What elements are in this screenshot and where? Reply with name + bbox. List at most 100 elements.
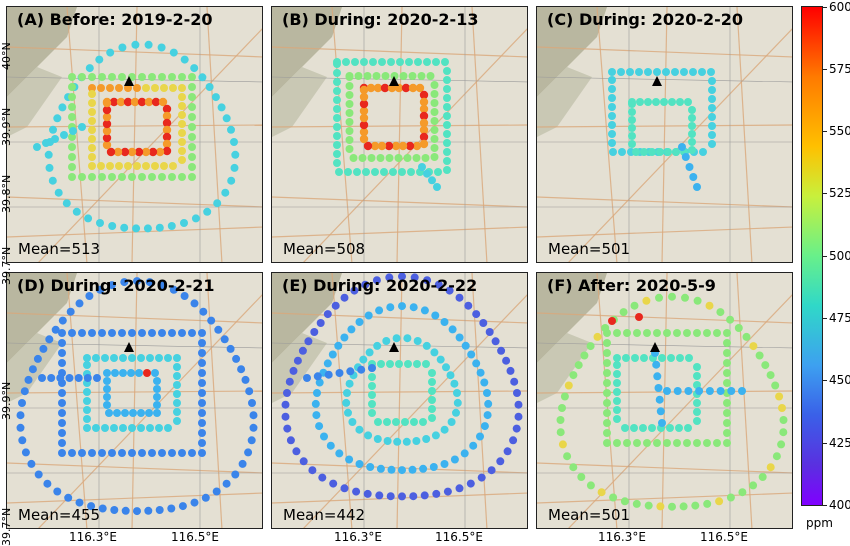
mountain-area	[537, 333, 592, 403]
track-point	[98, 504, 107, 513]
track-point	[663, 329, 671, 337]
lat-label-397n-top: 39.7°N	[0, 246, 13, 285]
track-point	[207, 316, 216, 325]
track-point	[354, 72, 363, 80]
track-point	[436, 355, 445, 364]
track-point	[247, 436, 256, 445]
track-point	[162, 139, 172, 149]
track-point	[103, 401, 111, 409]
track-point	[88, 153, 96, 161]
road	[206, 273, 223, 528]
road	[7, 46, 262, 58]
track-point	[726, 493, 735, 502]
track-point	[345, 136, 354, 144]
track-point	[723, 419, 731, 427]
track-point	[28, 365, 37, 374]
track-point	[137, 97, 147, 107]
colorbar-tick: 600	[823, 0, 850, 14]
track-point	[419, 132, 429, 142]
track-point	[430, 144, 439, 152]
track-point	[419, 118, 429, 128]
track-point	[155, 354, 163, 362]
track-point	[111, 369, 119, 377]
track-point	[131, 40, 140, 49]
panel-title: (E) During: 2020-2-22	[282, 276, 478, 295]
track-point	[419, 111, 429, 121]
track-point	[118, 449, 126, 457]
road	[537, 492, 792, 504]
track-point	[118, 43, 127, 52]
track-point	[173, 417, 181, 425]
track-point	[453, 398, 462, 407]
track-point	[60, 131, 68, 139]
track-point	[419, 97, 429, 107]
track-point	[83, 406, 91, 414]
track-point	[68, 133, 76, 141]
track-point	[643, 439, 651, 447]
track-point	[656, 407, 665, 416]
track-point	[377, 360, 385, 368]
track-point	[298, 346, 307, 355]
track-point	[652, 360, 661, 369]
panel-title: (F) After: 2020-5-9	[547, 276, 716, 295]
track-point	[349, 154, 358, 162]
track-point	[398, 302, 406, 311]
track-point	[412, 154, 421, 162]
track-point	[146, 354, 154, 362]
track-point	[609, 148, 617, 156]
colorbar-tick: 525	[823, 186, 850, 200]
track-point	[695, 387, 704, 395]
track-point	[723, 359, 731, 367]
track-point	[137, 424, 145, 432]
track-point	[466, 479, 475, 488]
track-point	[502, 356, 511, 365]
track-point	[48, 176, 57, 185]
track-point	[231, 150, 240, 159]
track-point	[699, 148, 707, 156]
track-point	[345, 100, 354, 108]
track-point	[413, 337, 422, 345]
track-point	[693, 183, 701, 191]
track-point	[652, 98, 660, 106]
track-point	[644, 501, 653, 510]
triangle-marker	[124, 76, 134, 86]
track-point	[569, 463, 578, 472]
track-point	[333, 69, 341, 77]
track-point	[713, 439, 721, 447]
track-point	[103, 385, 111, 393]
track-point	[680, 68, 688, 76]
track-point	[432, 489, 441, 498]
track-point	[628, 124, 636, 132]
track-point	[688, 130, 696, 138]
track-point	[160, 84, 168, 92]
track-point	[655, 395, 664, 404]
map-canvas-a	[7, 7, 262, 262]
track-point	[698, 68, 706, 76]
track-point	[120, 223, 129, 232]
track-point	[180, 55, 189, 64]
track-point	[662, 68, 670, 76]
track-point	[428, 378, 436, 386]
track-point	[443, 139, 451, 147]
track-point	[58, 359, 66, 367]
track-point	[376, 154, 385, 162]
track-point	[410, 273, 419, 282]
lat-label-397n-bottom: 39.7°N	[0, 507, 13, 546]
track-point	[603, 379, 611, 387]
track-point	[633, 329, 641, 337]
track-point	[88, 108, 96, 116]
track-point	[106, 147, 116, 157]
track-point	[198, 399, 206, 407]
track-point	[333, 123, 341, 131]
track-point	[169, 285, 178, 294]
track-point	[178, 120, 186, 128]
track-point	[68, 173, 76, 181]
track-point	[707, 68, 715, 76]
track-point	[398, 492, 406, 501]
track-point	[151, 369, 159, 377]
road	[7, 312, 262, 324]
track-point	[58, 439, 66, 447]
track-point	[443, 487, 452, 496]
track-point	[608, 94, 616, 102]
track-point	[407, 168, 415, 176]
